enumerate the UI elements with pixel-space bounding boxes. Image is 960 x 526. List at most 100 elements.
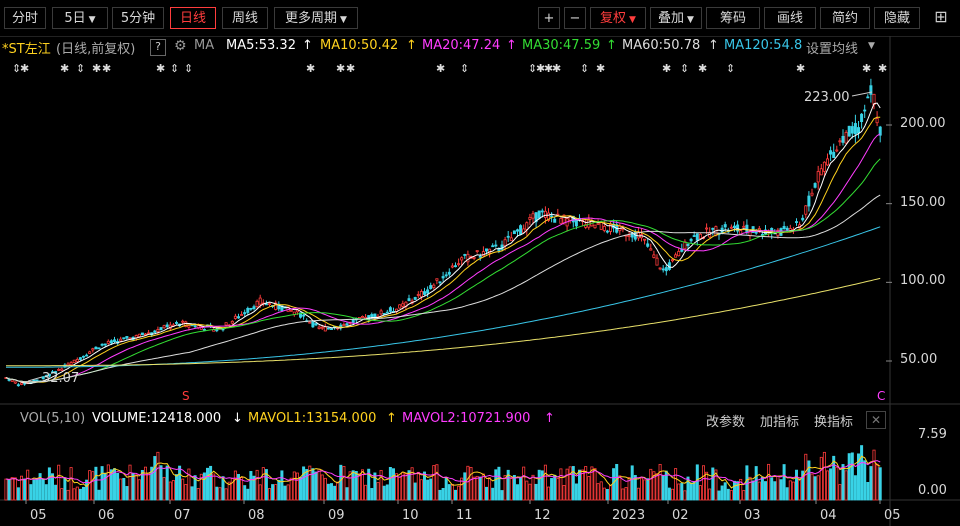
- candle-body: [878, 126, 882, 136]
- candle-body: [466, 253, 470, 263]
- event-marker-icon[interactable]: ✱: [156, 62, 166, 75]
- candle-body: [193, 325, 197, 328]
- volume-bar: [249, 471, 253, 501]
- volume-bar: [776, 475, 780, 501]
- add-indicator-button[interactable]: 加指标: [760, 415, 800, 430]
- volume-bar: [156, 451, 160, 501]
- event-marker-icon[interactable]: ✱: [796, 62, 806, 75]
- close-icon[interactable]: ✕: [866, 411, 886, 429]
- price-axis-label: 150.00: [900, 194, 946, 210]
- volume-bar: [767, 463, 771, 501]
- toolbar-button-right-6[interactable]: 简约: [820, 7, 870, 29]
- candle-body: [841, 135, 845, 143]
- volume-bar: [602, 487, 606, 501]
- toolbar-button-right-4[interactable]: 筹码: [706, 7, 760, 29]
- toolbar-button-left-0[interactable]: 分时: [4, 7, 46, 29]
- volume-bar: [543, 464, 547, 501]
- volume-bar: [447, 484, 451, 501]
- candle-body: [860, 113, 864, 123]
- volume-bar: [75, 486, 79, 501]
- event-marker-icon[interactable]: ✱: [436, 62, 446, 75]
- chart-toolbar: 分时 5日 ▼ 5分钟 日线 周线 更多周期 ▼ + − 复权 ▼ 叠加 ▼ 筹码 画线 简约 隐藏 ⊞: [0, 0, 960, 37]
- volume-bar: [556, 478, 560, 501]
- candle-body: [119, 338, 123, 342]
- chevron-down-icon: ▼: [629, 15, 636, 25]
- volume-bar: [391, 468, 395, 501]
- candle-body: [537, 210, 541, 219]
- ma-header: *ST左江 (日线,前复权) ⚙ MA MA5:53.32 ↑ MA10:50.…: [0, 38, 960, 57]
- up-arrow-icon: ↑: [544, 411, 555, 426]
- event-marker-icon[interactable]: ✱: [346, 62, 356, 75]
- event-marker-icon[interactable]: ✱: [536, 62, 546, 75]
- toolbar-button-left-5[interactable]: 更多周期 ▼: [274, 7, 358, 29]
- toolbar-button-right-0[interactable]: +: [538, 7, 560, 29]
- chart-mode: (日线,前复权): [56, 42, 136, 57]
- candle-body: [819, 168, 823, 176]
- volume-bar: [705, 471, 709, 501]
- event-marker-icon[interactable]: ✱: [698, 62, 708, 75]
- gear-icon[interactable]: ⚙: [174, 38, 187, 54]
- volume-bar: [190, 486, 194, 501]
- toolbar-button-right-2[interactable]: 复权 ▼: [590, 7, 646, 29]
- event-marker-icon[interactable]: ⇕: [680, 62, 690, 75]
- toolbar-button-right-3[interactable]: 叠加 ▼: [650, 7, 702, 29]
- event-marker-icon[interactable]: ✱: [336, 62, 346, 75]
- event-marker-icon[interactable]: ✱: [306, 62, 316, 75]
- event-marker-icon[interactable]: ⇕: [184, 62, 194, 75]
- candle-body: [481, 251, 485, 257]
- event-marker-icon[interactable]: ✱: [596, 62, 606, 75]
- help-button[interactable]: ?: [150, 39, 166, 56]
- event-marker-icon[interactable]: ✱: [878, 62, 888, 75]
- candle-body: [835, 149, 839, 152]
- event-marker-icon[interactable]: ✱: [862, 62, 872, 75]
- toolbar-button-label: 复权: [600, 11, 627, 26]
- candle-body: [379, 310, 383, 315]
- volume-bar: [736, 481, 740, 501]
- event-marker-icon[interactable]: ⇕: [170, 62, 180, 75]
- event-marker-icon[interactable]: ✱: [662, 62, 672, 75]
- toolbar-button-left-3[interactable]: 日线: [170, 7, 216, 29]
- ma5-line: [5, 102, 881, 385]
- volume-bar: [516, 484, 520, 501]
- candle-body: [832, 151, 836, 158]
- event-marker-icon[interactable]: ✱: [102, 62, 112, 75]
- switch-indicator-button[interactable]: 换指标: [814, 415, 854, 430]
- candle-body: [559, 218, 563, 224]
- toolbar-button-left-1[interactable]: 5日 ▼: [52, 7, 108, 29]
- volume-bar: [708, 488, 712, 501]
- toolbar-button-left-4[interactable]: 周线: [222, 7, 268, 29]
- edit-params-button[interactable]: 改参数: [706, 415, 746, 430]
- volume-bar: [385, 484, 389, 501]
- toolbar-button-left-2[interactable]: 5分钟: [112, 7, 164, 29]
- event-marker-icon[interactable]: ✱: [552, 62, 562, 75]
- event-marker-icon[interactable]: ✱: [60, 62, 70, 75]
- volume-bar: [829, 468, 833, 501]
- toolbar-button-right-7[interactable]: 隐藏: [874, 7, 920, 29]
- volume-bar: [658, 463, 662, 501]
- candle-body: [426, 289, 430, 294]
- date-axis-label: 2023: [612, 508, 646, 523]
- grid-layout-icon[interactable]: ⊞: [934, 7, 948, 26]
- volume-bar: [760, 477, 764, 501]
- toolbar-button-right-5[interactable]: 画线: [764, 7, 816, 29]
- event-marker-icon[interactable]: ⇕: [528, 62, 538, 75]
- event-marker-icon[interactable]: ✱: [92, 62, 102, 75]
- chevron-down-icon[interactable]: ▼: [868, 41, 875, 51]
- candle-body: [202, 328, 206, 331]
- event-marker-icon[interactable]: ⇕: [580, 62, 590, 75]
- event-marker-icon[interactable]: ⇕: [12, 62, 22, 75]
- candle-body: [478, 255, 482, 258]
- event-marker-icon[interactable]: ⇕: [76, 62, 86, 75]
- candle-body: [441, 276, 445, 279]
- candle-body: [413, 297, 417, 300]
- volume-bar: [655, 473, 659, 501]
- ma-settings-button[interactable]: 设置均线: [806, 42, 859, 57]
- event-marker-icon[interactable]: ✱: [544, 62, 554, 75]
- toolbar-button-right-1[interactable]: −: [564, 7, 586, 29]
- event-marker-icon[interactable]: ⇕: [460, 62, 470, 75]
- volume-bar: [553, 474, 557, 501]
- event-marker-icon[interactable]: ✱: [20, 62, 30, 75]
- event-marker-icon[interactable]: ⇕: [726, 62, 736, 75]
- volume-bar: [360, 469, 364, 501]
